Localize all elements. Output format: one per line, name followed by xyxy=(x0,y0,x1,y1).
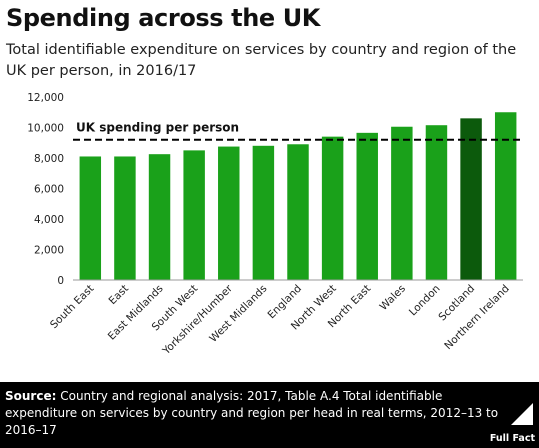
bar-south-west xyxy=(183,150,205,280)
bar-england xyxy=(287,144,309,280)
bar-northern-ireland xyxy=(494,112,517,280)
bar-north-west xyxy=(321,136,344,280)
reference-line-label: UK spending per person xyxy=(76,121,239,135)
y-tick-label: 0 xyxy=(57,275,64,287)
y-tick-label: 2,000 xyxy=(34,245,64,257)
bar-wales xyxy=(391,126,413,280)
x-tick-label: Northern Ireland xyxy=(442,283,511,352)
chart-title: Spending across the UK xyxy=(6,4,321,32)
bars xyxy=(79,112,517,281)
bar-north-east xyxy=(356,132,378,280)
logo-label: Full Fact xyxy=(489,433,535,444)
x-tick-label: East xyxy=(107,283,132,308)
reference-line-group: UK spending per person xyxy=(73,121,523,141)
bar-yorkshire-humber xyxy=(218,146,240,280)
bar-east-midlands xyxy=(148,154,171,280)
y-tick-label: 6,000 xyxy=(34,184,64,196)
bar-east xyxy=(114,156,136,280)
y-tick-label: 10,000 xyxy=(27,123,64,135)
y-axis: 0 2,000 4,000 6,000 8,000 10,000 12,000 xyxy=(27,92,64,287)
bar-london xyxy=(425,125,448,281)
y-tick-label: 8,000 xyxy=(34,153,64,165)
bar-south-east xyxy=(79,156,102,280)
bar-chart: 0 2,000 4,000 6,000 8,000 10,000 12,000 UK spe… xyxy=(27,92,523,358)
chart-subtitle: Total identifiable expenditure on servic… xyxy=(6,42,517,79)
y-tick-label: 12,000 xyxy=(27,92,64,104)
bar-west-midlands xyxy=(252,145,275,280)
source-footer: Source: Country and regional analysis: 2… xyxy=(0,382,539,448)
bar-scotland xyxy=(460,118,482,280)
source-label: Source: xyxy=(5,389,57,403)
y-tick-label: 4,000 xyxy=(34,214,64,226)
x-tick-label: Wales xyxy=(378,283,408,313)
source-text: Source: Country and regional analysis: 2… xyxy=(5,388,501,439)
full-fact-logo-icon xyxy=(511,403,533,425)
x-tick-label: South East xyxy=(48,283,96,331)
source-detail: Country and regional analysis: 2017, Tab… xyxy=(5,389,499,437)
